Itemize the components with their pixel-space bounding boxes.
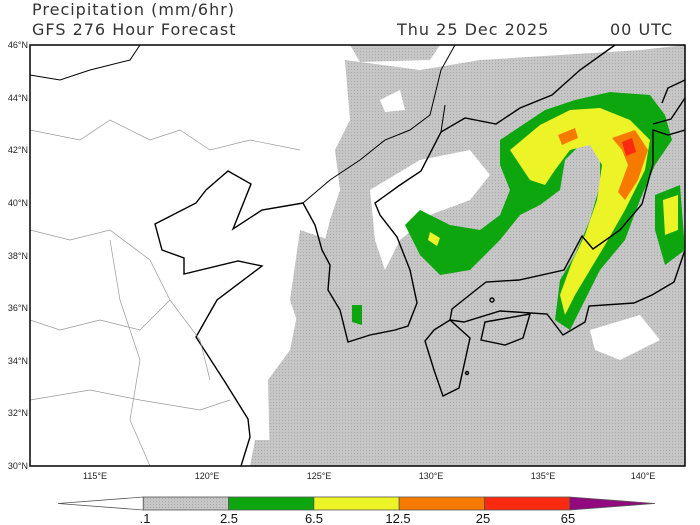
lon-label: 135°E	[531, 471, 556, 481]
lat-label: 42°N	[8, 145, 28, 155]
precip-extreme	[622, 138, 636, 156]
colorbar-labels: .1 2.5 6.5 12.5 25 65	[140, 511, 576, 525]
colorbar-swatch	[228, 496, 315, 511]
valid-date: Thu 25 Dec 2025	[397, 20, 550, 39]
lat-label: 30°N	[8, 461, 28, 471]
colorbar-swatch	[313, 496, 400, 511]
colorbar-label: 6.5	[305, 511, 323, 525]
province-borders	[30, 119, 301, 466]
colorbar-label: 25	[476, 511, 490, 525]
colorbar-swatch	[484, 496, 571, 511]
lon-label: 120°E	[195, 471, 220, 481]
precip-gaps	[370, 90, 660, 360]
map-area	[30, 45, 685, 466]
colorbar-label: 12.5	[385, 511, 410, 525]
colorbar-swatch	[569, 496, 656, 511]
colorbar-label: .1	[140, 511, 151, 525]
lat-axis: 46°N 44°N 42°N 40°N 38°N 36°N 34°N 32°N …	[8, 40, 28, 471]
lat-label: 38°N	[8, 251, 28, 261]
lat-label: 46°N	[8, 40, 28, 50]
lon-label: 125°E	[307, 471, 332, 481]
colorbar-swatch	[398, 496, 485, 511]
lat-label: 32°N	[8, 408, 28, 418]
colorbar-swatch	[142, 496, 229, 511]
lat-label: 36°N	[8, 303, 28, 313]
map-title: Precipitation (mm/6hr)	[32, 0, 236, 19]
valid-time: 00 UTC	[610, 20, 674, 39]
precip-heavy	[428, 108, 678, 315]
map-frame	[29, 44, 686, 467]
lon-label: 130°E	[419, 471, 444, 481]
lon-label: 115°E	[83, 471, 107, 481]
colorbar	[57, 496, 656, 511]
lat-label: 44°N	[8, 93, 28, 103]
coastlines	[154, 45, 685, 466]
lat-label: 40°N	[8, 198, 28, 208]
colorbar-label: 65	[561, 511, 575, 525]
map-subtitle: GFS 276 Hour Forecast	[32, 20, 237, 39]
borders	[30, 45, 456, 204]
colorbar-swatch	[57, 496, 144, 511]
lat-label: 34°N	[8, 356, 28, 366]
precip-very-heavy	[558, 128, 648, 200]
lon-axis: 115°E 120°E 125°E 130°E 135°E 140°E	[83, 471, 655, 481]
lon-label: 140°E	[631, 471, 656, 481]
colorbar-label: 2.5	[220, 511, 238, 525]
